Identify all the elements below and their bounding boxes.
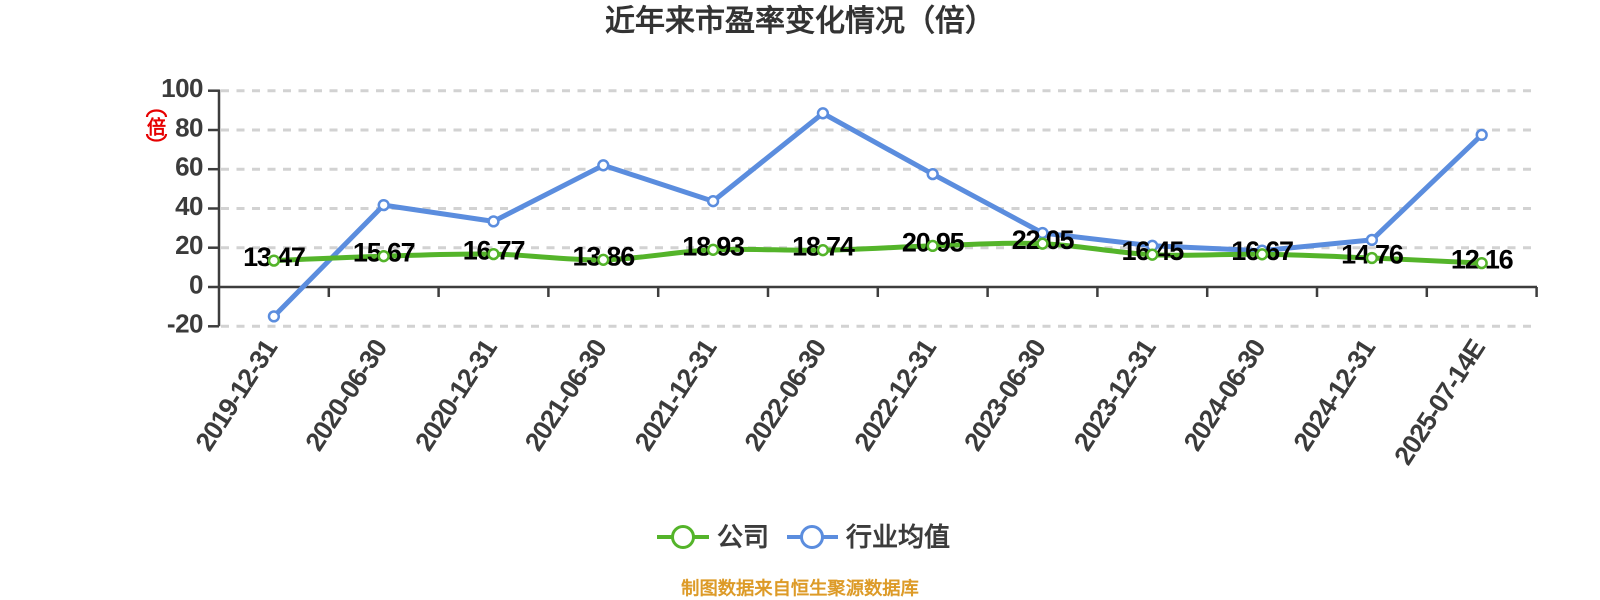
svg-text:2023-12-31: 2023-12-31 bbox=[1068, 334, 1162, 456]
svg-text:2022-12-31: 2022-12-31 bbox=[848, 334, 942, 456]
svg-text:0: 0 bbox=[189, 269, 203, 299]
svg-text:100: 100 bbox=[161, 73, 203, 103]
svg-text:-20: -20 bbox=[167, 309, 203, 339]
svg-text:2023-06-30: 2023-06-30 bbox=[958, 334, 1052, 456]
svg-text:制图数据来自恒生聚源数据库: 制图数据来自恒生聚源数据库 bbox=[681, 578, 919, 599]
svg-text:2022-06-30: 2022-06-30 bbox=[738, 334, 832, 456]
svg-text:倍: 倍 bbox=[147, 116, 166, 139]
svg-text:2020-06-30: 2020-06-30 bbox=[299, 334, 393, 456]
svg-text:2020-12-31: 2020-12-31 bbox=[409, 334, 503, 456]
svg-text:20: 20 bbox=[175, 230, 203, 260]
svg-text:公司: 公司 bbox=[717, 522, 769, 552]
svg-text:60: 60 bbox=[175, 152, 203, 182]
svg-text:2025-07-14E: 2025-07-14E bbox=[1388, 334, 1491, 470]
svg-text:2021-12-31: 2021-12-31 bbox=[629, 334, 723, 456]
svg-text:2019-12-31: 2019-12-31 bbox=[189, 334, 283, 456]
svg-text:80: 80 bbox=[175, 112, 203, 142]
svg-text:2024-06-30: 2024-06-30 bbox=[1178, 334, 1272, 456]
svg-text:近年来市盈率变化情况（倍）: 近年来市盈率变化情况（倍） bbox=[605, 4, 995, 38]
svg-text:行业均值: 行业均值 bbox=[845, 522, 950, 552]
svg-text:40: 40 bbox=[175, 191, 203, 221]
svg-text:2021-06-30: 2021-06-30 bbox=[519, 334, 613, 456]
svg-text:2024-12-31: 2024-12-31 bbox=[1287, 334, 1381, 456]
